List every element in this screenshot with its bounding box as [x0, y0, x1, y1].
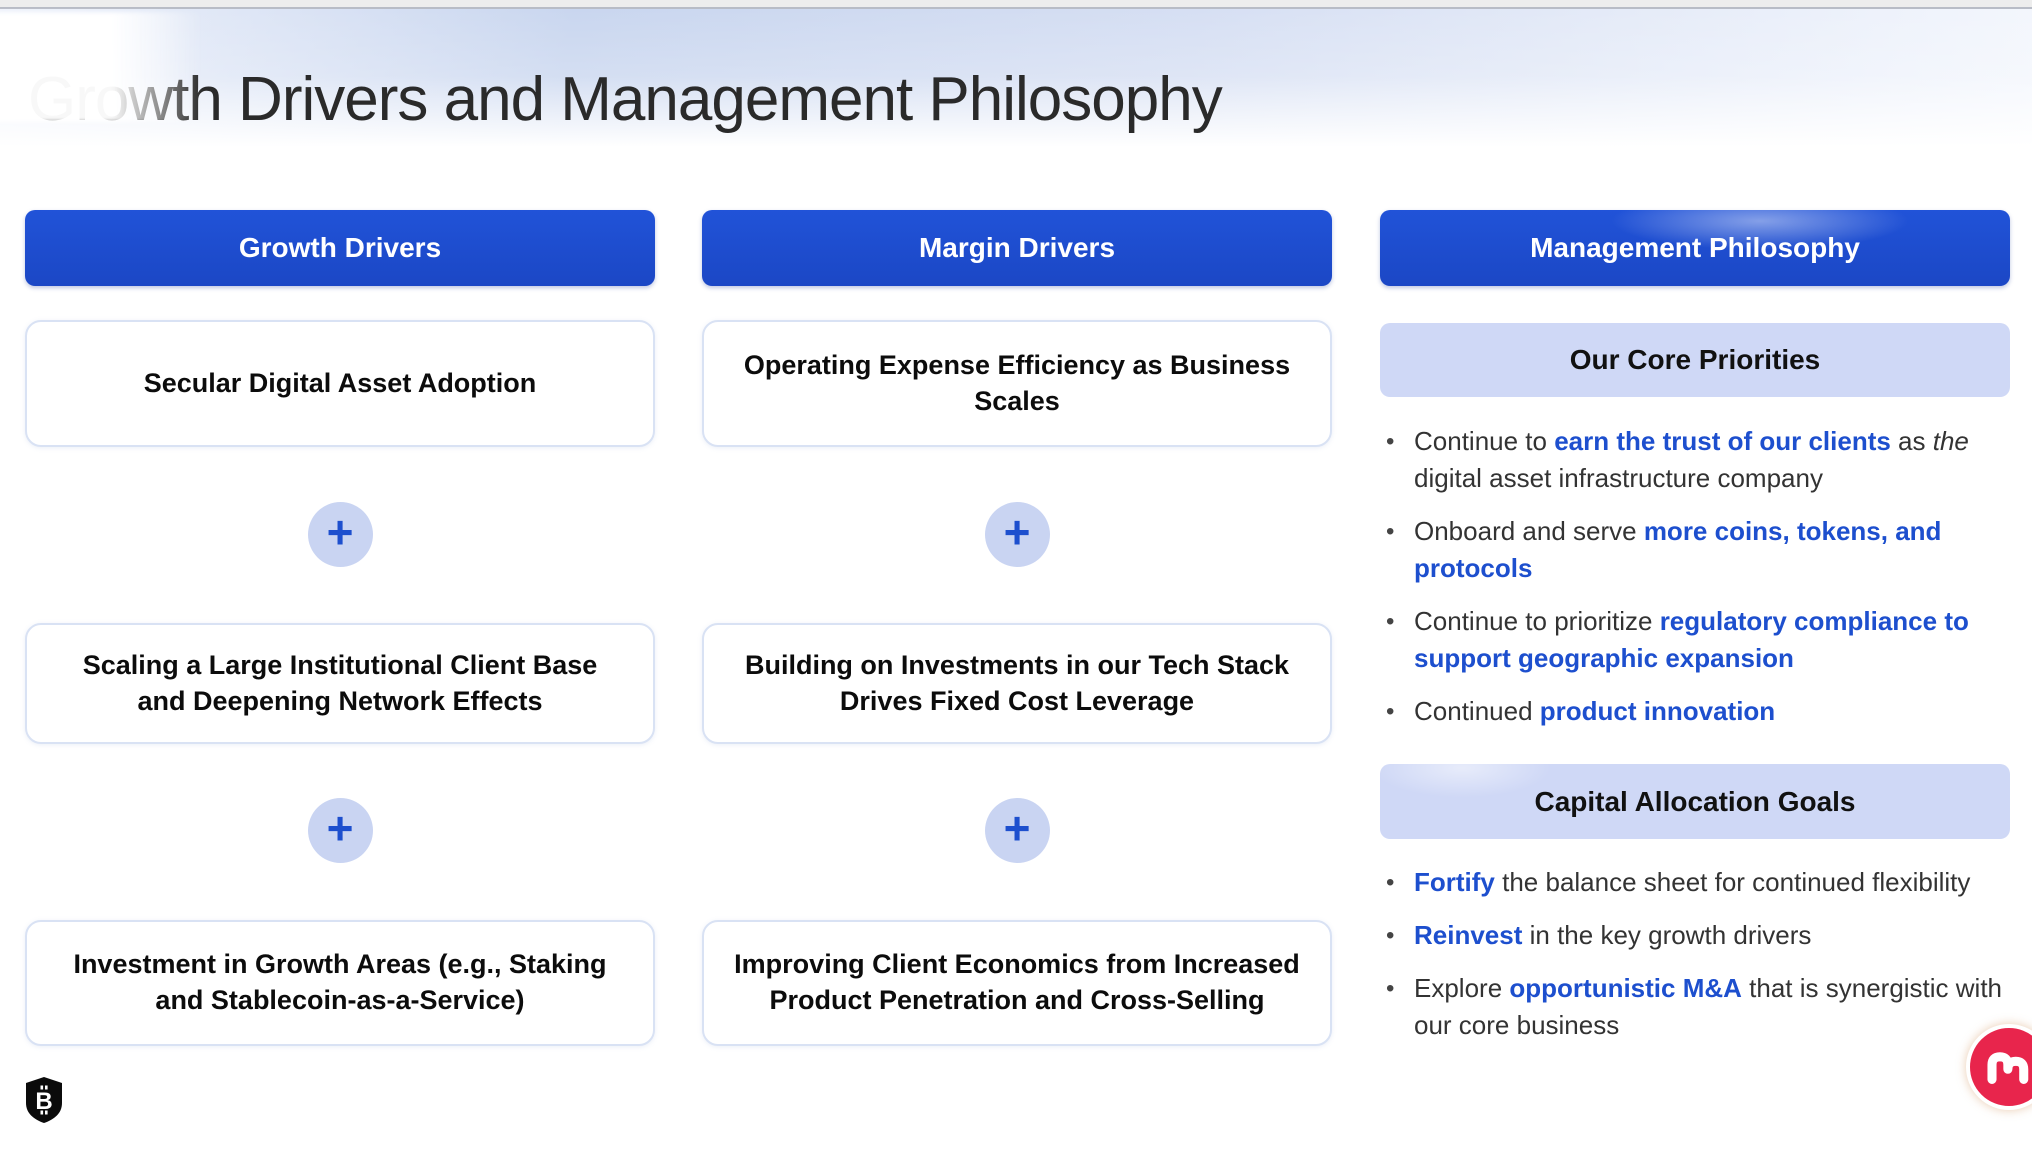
bullet-text: Continue to earn the trust of our client…: [1414, 426, 1969, 493]
capital-allocation-list: • Fortify the balance sheet for continued…: [1380, 864, 2010, 1060]
growth-drivers-header: Growth Drivers: [25, 210, 655, 286]
growth-box-2: Scaling a Large Institutional Client Bas…: [25, 623, 655, 744]
margin-drivers-column: Margin Drivers Operating Expense Efficie…: [702, 210, 1332, 1046]
red-m-badge-icon: [1966, 1024, 2032, 1110]
shield-b-logo-icon: B: [26, 1077, 62, 1123]
bullet-item: • Explore opportunistic M&A that is syner…: [1380, 970, 2010, 1044]
svg-text:B: B: [35, 1088, 52, 1115]
plus-icon: +: [984, 798, 1050, 863]
bullet-marker: •: [1386, 518, 1395, 545]
page-title: Growth Drivers and Management Philosophy: [28, 64, 1223, 134]
plus-icon: +: [307, 502, 373, 567]
bullet-text: Reinvest in the key growth drivers: [1414, 920, 1812, 950]
growth-box-1: Secular Digital Asset Adoption: [25, 320, 655, 447]
margin-box-3: Improving Client Economics from Increase…: [702, 920, 1332, 1046]
margin-drivers-header: Margin Drivers: [702, 210, 1332, 286]
bullet-marker: •: [1386, 698, 1395, 725]
bullet-text: Fortify the balance sheet for continued …: [1414, 867, 1971, 897]
window-top-strip: [0, 0, 2032, 9]
bullet-item: • Continue to prioritize regulatory compl…: [1380, 603, 2010, 677]
plus-icon-wrap: +: [702, 502, 1332, 567]
plus-icon-wrap: +: [25, 502, 655, 567]
plus-icon: +: [984, 502, 1050, 567]
title-blur-smudge: [0, 12, 203, 122]
bullet-marker: •: [1386, 608, 1395, 635]
growth-drivers-column: Growth Drivers Secular Digital Asset Ado…: [25, 210, 655, 1046]
bullet-item: • Continued product innovation: [1380, 693, 2010, 730]
bullet-item: • Continue to earn the trust of our clien…: [1380, 423, 2010, 497]
core-priorities-band: Our Core Priorities: [1380, 323, 2010, 397]
bullet-marker: •: [1386, 869, 1395, 896]
capital-allocation-band: Capital Allocation Goals: [1380, 764, 2010, 839]
bullet-item: • Reinvest in the key growth drivers: [1380, 917, 2010, 954]
growth-box-3: Investment in Growth Areas (e.g., Stakin…: [25, 920, 655, 1046]
plus-icon: +: [307, 798, 373, 863]
plus-icon-wrap: +: [25, 798, 655, 863]
margin-box-2: Building on Investments in our Tech Stac…: [702, 623, 1332, 744]
plus-icon-wrap: +: [702, 798, 1332, 863]
bullet-marker: •: [1386, 922, 1395, 949]
bullet-marker: •: [1386, 975, 1395, 1002]
bullet-text: Onboard and serve more coins, tokens, an…: [1414, 516, 1942, 583]
bullet-text: Continued product innovation: [1414, 696, 1776, 726]
bullet-item: • Fortify the balance sheet for continued…: [1380, 864, 2010, 901]
margin-box-1: Operating Expense Efficiency as Business…: [702, 320, 1332, 447]
management-philosophy-column: Management Philosophy Our Core Prioritie…: [1380, 210, 2010, 1060]
core-priorities-list: • Continue to earn the trust of our clien…: [1380, 423, 2010, 746]
management-philosophy-header: Management Philosophy: [1380, 210, 2010, 286]
bullet-text: Continue to prioritize regulatory compli…: [1414, 606, 1969, 673]
bullet-marker: •: [1386, 428, 1395, 455]
title-background-gradient: [0, 9, 2032, 159]
bullet-text: Explore opportunistic M&A that is synerg…: [1414, 973, 2003, 1040]
bullet-item: • Onboard and serve more coins, tokens, a…: [1380, 513, 2010, 587]
